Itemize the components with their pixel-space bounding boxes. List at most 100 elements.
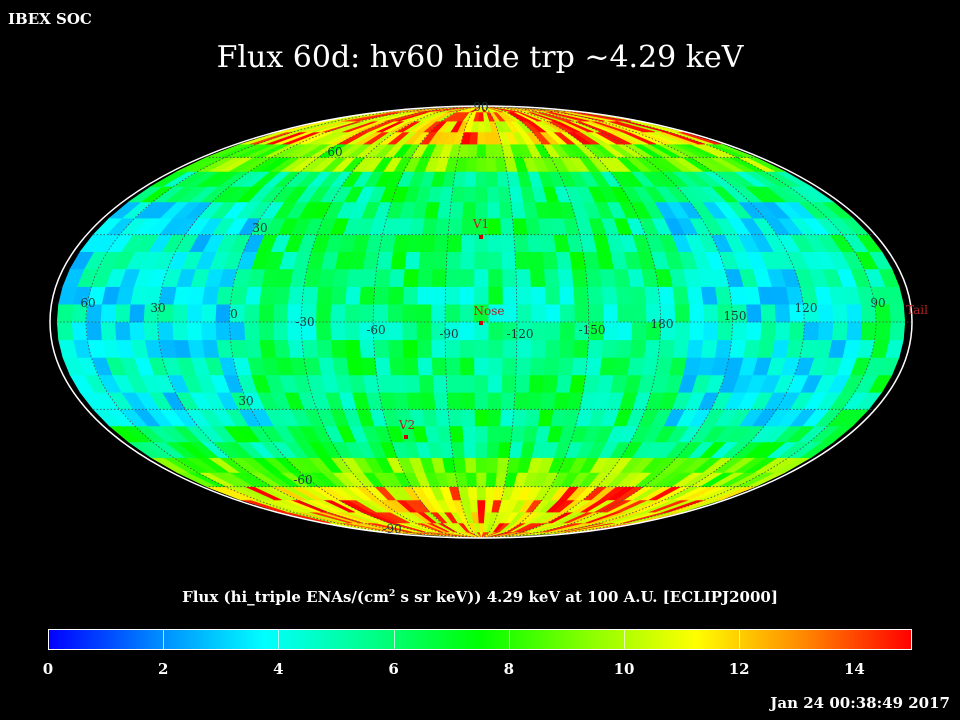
flux-cell	[555, 374, 572, 393]
flux-cell	[728, 286, 747, 305]
flux-cell	[329, 321, 346, 341]
flux-cell	[616, 321, 633, 341]
latitude-label: 60	[327, 145, 342, 159]
flux-cell	[499, 217, 515, 235]
meridian-label: -120	[507, 327, 534, 341]
flux-cell	[673, 303, 690, 323]
flux-cell	[529, 357, 546, 376]
flux-cell	[419, 391, 436, 410]
flux-cell	[643, 339, 661, 358]
flux-cell	[445, 374, 461, 393]
markers: V1 Nose V2 Tail	[398, 217, 928, 439]
flux-cell	[372, 303, 389, 323]
flux-cell	[499, 408, 515, 427]
flux-cell	[714, 286, 732, 305]
flux-cell	[599, 357, 616, 376]
flux-cell	[273, 339, 291, 358]
flux-cell	[486, 201, 501, 219]
flux-cell	[512, 217, 528, 235]
flux-cells	[56, 106, 906, 538]
flux-cell	[759, 321, 776, 341]
flux-cell	[552, 234, 570, 252]
flux-cell	[401, 339, 418, 358]
latitude-label: -60	[293, 473, 312, 487]
flux-cell	[473, 374, 489, 393]
flux-cell	[444, 339, 461, 358]
flux-cell	[700, 339, 718, 358]
flux-cell	[476, 131, 486, 145]
flux-cell	[230, 339, 248, 358]
flux-cell	[404, 251, 421, 270]
flux-cell	[788, 321, 805, 341]
flux-cell	[416, 286, 432, 305]
flux-cell	[588, 303, 604, 323]
flux-cell	[572, 339, 589, 358]
meridian-label: -60	[366, 323, 385, 337]
flux-cell	[200, 321, 217, 341]
flux-cell	[449, 201, 464, 219]
flux-cell	[831, 303, 848, 323]
flux-cell	[346, 268, 363, 287]
flux-cell	[688, 303, 705, 323]
flux-cell	[643, 286, 661, 305]
flux-cell	[301, 339, 319, 358]
meridian-label: 150	[724, 309, 747, 323]
marker-label: Nose	[474, 304, 505, 318]
flux-cell	[474, 441, 488, 458]
flux-cell	[484, 486, 496, 501]
flux-cell	[500, 391, 516, 410]
flux-cell	[657, 286, 675, 305]
graticule-line	[300, 106, 482, 538]
flux-cell	[473, 268, 489, 287]
flux-cell	[702, 303, 719, 323]
flux-cell	[496, 171, 510, 187]
flux-cell	[114, 303, 131, 323]
graticule-line	[480, 106, 805, 538]
flux-cell	[416, 268, 433, 287]
flux-cell	[301, 286, 319, 305]
flux-cell	[258, 286, 276, 305]
flux-cell	[497, 441, 512, 458]
flux-cell	[446, 391, 462, 410]
flux-cell	[373, 286, 390, 305]
flux-cell	[629, 286, 647, 305]
flux-cell	[516, 303, 532, 323]
flux-cell	[287, 339, 305, 358]
flux-cell	[433, 234, 449, 252]
flux-cell	[501, 286, 518, 305]
flux-cell	[860, 321, 877, 341]
flux-cell	[545, 303, 561, 323]
flux-cell	[431, 374, 448, 393]
flux-cell	[315, 321, 332, 341]
flux-cell	[358, 303, 374, 323]
flux-cell	[487, 251, 503, 270]
flux-cell	[402, 268, 419, 287]
flux-cell	[143, 321, 160, 341]
meridian-label: 120	[795, 301, 818, 315]
flux-cell	[530, 339, 546, 358]
flux-cell	[430, 286, 446, 305]
flux-cell	[431, 357, 447, 376]
flux-cell	[602, 303, 618, 323]
flux-cell	[759, 303, 776, 323]
flux-cell	[85, 321, 102, 341]
chart-title: Flux 60d: hv60 hide trp ~4.29 keV	[216, 40, 744, 75]
flux-cell	[416, 339, 432, 358]
flux-cell	[516, 286, 532, 305]
flux-cell	[387, 286, 404, 305]
flux-cell	[487, 234, 502, 252]
flux-cell	[200, 303, 217, 323]
flux-cell	[388, 357, 405, 376]
flux-cell	[475, 472, 487, 488]
marker-dot	[479, 321, 483, 325]
flux-cell	[888, 321, 906, 341]
marker-dot	[404, 435, 408, 439]
flux-cell	[498, 425, 513, 443]
flux-cell	[486, 408, 502, 427]
flux-cell	[485, 157, 497, 172]
flux-cell	[626, 268, 645, 287]
flux-cell	[416, 321, 432, 341]
flux-cell	[244, 286, 262, 305]
flux-cell	[473, 286, 489, 305]
